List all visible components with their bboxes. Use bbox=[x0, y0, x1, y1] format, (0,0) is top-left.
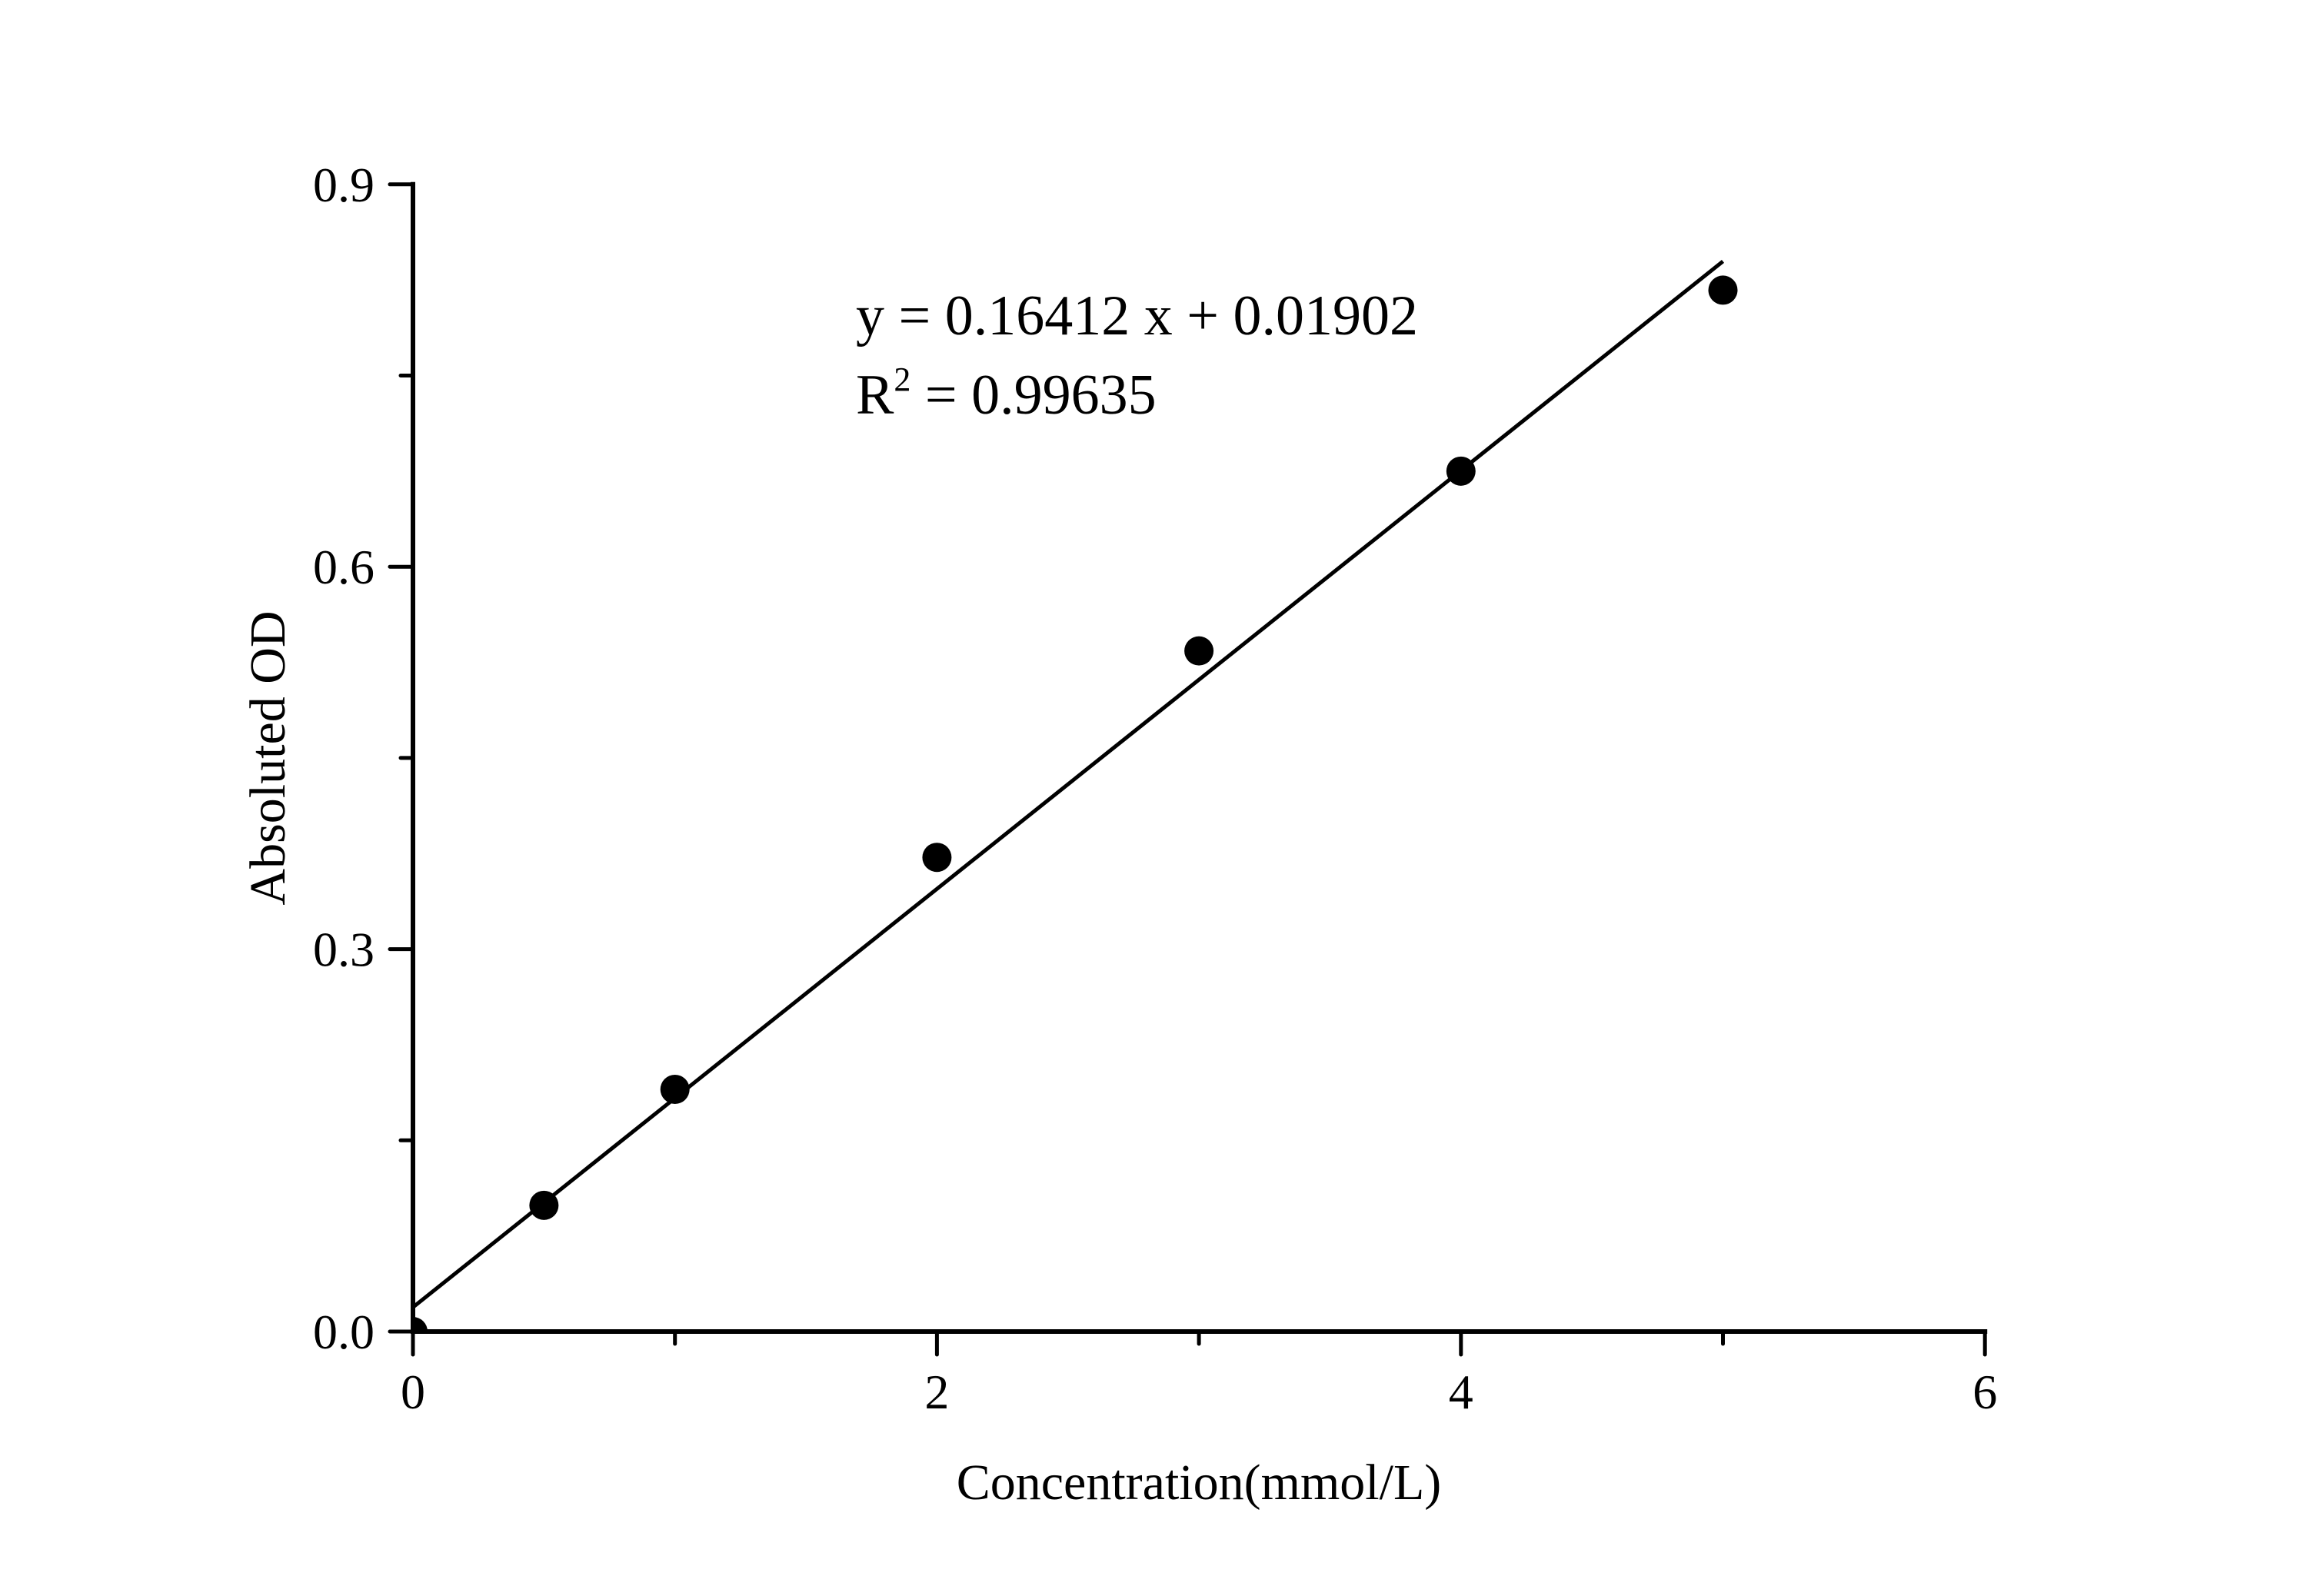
data-point bbox=[660, 1074, 690, 1104]
data-point bbox=[413, 1317, 428, 1332]
axis-ticks bbox=[388, 182, 1987, 1357]
fit-line-segment bbox=[411, 259, 1725, 1309]
regression-equation: y = 0.16412 x + 0.01902 bbox=[856, 284, 1418, 347]
data-point bbox=[922, 843, 952, 873]
x-tick-label: 4 bbox=[1449, 1365, 1473, 1419]
linear-fit-line bbox=[411, 259, 1725, 1309]
y-tick-label: 0.3 bbox=[313, 923, 375, 977]
y-tick-label: 0.9 bbox=[313, 158, 375, 212]
data-point bbox=[1184, 636, 1214, 666]
data-point bbox=[529, 1190, 559, 1220]
y-axis-title: Absoluted OD bbox=[240, 610, 296, 905]
y-tick-label: 0.6 bbox=[313, 540, 375, 594]
r-squared-superscript: 2 bbox=[894, 361, 910, 398]
r-squared-symbol: R bbox=[856, 364, 894, 427]
x-tick-label: 6 bbox=[1972, 1365, 1997, 1419]
r-squared-annotation: R2 = 0.99635 bbox=[856, 361, 1157, 427]
tick-labels: 0 2 4 6 0.0 0.3 0.6 0.9 bbox=[313, 158, 1997, 1419]
x-tick-label: 2 bbox=[924, 1365, 949, 1419]
x-tick-label: 0 bbox=[401, 1365, 425, 1419]
axes bbox=[411, 181, 1988, 1334]
x-axis-title: Concentration(mmol/L) bbox=[957, 1455, 1442, 1511]
data-point bbox=[1446, 456, 1476, 486]
r-squared-value: = 0.99635 bbox=[910, 364, 1156, 427]
data-point bbox=[1708, 275, 1738, 305]
y-tick-label: 0.0 bbox=[313, 1305, 375, 1359]
data-points bbox=[413, 275, 1738, 1332]
plot-area bbox=[411, 259, 1738, 1332]
